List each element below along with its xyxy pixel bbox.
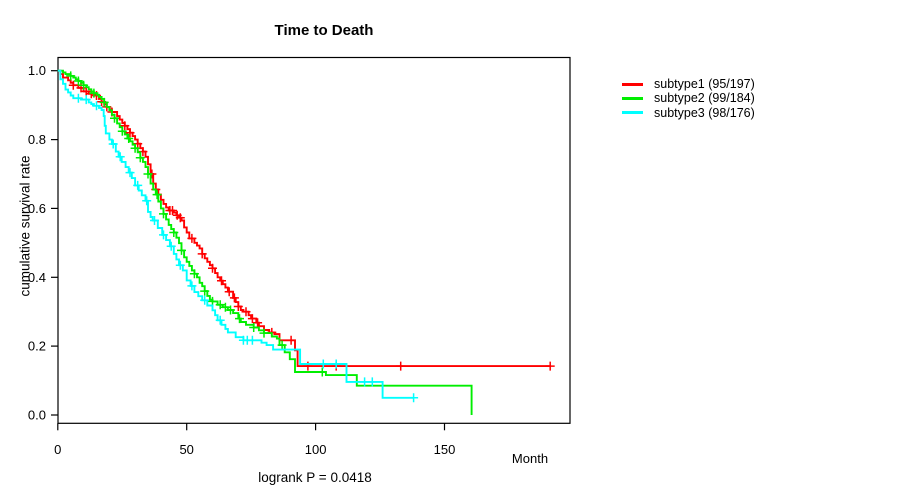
- x-axis-label: Month: [511, 451, 549, 466]
- censor-marks-subtype3: [73, 93, 419, 403]
- legend: subtype1 (95/197) subtype2 (99/184) subtyp…: [622, 77, 755, 120]
- y-tick-label: 0.6: [28, 201, 46, 216]
- legend-line-swatch: [622, 111, 643, 115]
- x-tick-label: 50: [179, 442, 193, 457]
- legend-line-swatch: [622, 97, 643, 101]
- legend-line-swatch: [622, 82, 643, 86]
- logrank-annotation: logrank P = 0.0418: [258, 470, 372, 485]
- plot-box: [57, 56, 571, 424]
- chart-title: Time to Death: [274, 22, 374, 39]
- x-tick-label: 150: [434, 442, 456, 457]
- legend-label: subtype3 (98/176): [654, 105, 755, 120]
- legend-label: subtype2 (99/184): [654, 91, 755, 106]
- x-tick-label: 0: [54, 442, 61, 457]
- y-tick-label: 1.0: [28, 63, 46, 78]
- x-tick-label: 100: [305, 442, 327, 457]
- y-tick-label: 0.0: [28, 408, 46, 423]
- y-tick-label: 0.4: [28, 270, 46, 285]
- censor-marks-subtype2: [66, 71, 327, 377]
- y-tick-label: 0.8: [28, 132, 46, 147]
- km-curve-subtype2: [57, 69, 473, 415]
- legend-item-subtype2: subtype2 (99/184): [622, 91, 755, 105]
- y-tick-label: 0.2: [28, 339, 46, 354]
- km-curve-subtype1: [57, 69, 551, 368]
- km-curve-subtype3: [57, 69, 414, 399]
- legend-item-subtype3: subtype3 (98/176): [622, 106, 755, 120]
- legend-label: subtype1 (95/197): [654, 77, 755, 91]
- legend-item-subtype1: subtype1 (95/197): [622, 77, 755, 91]
- censor-marks-subtype1: [68, 80, 555, 371]
